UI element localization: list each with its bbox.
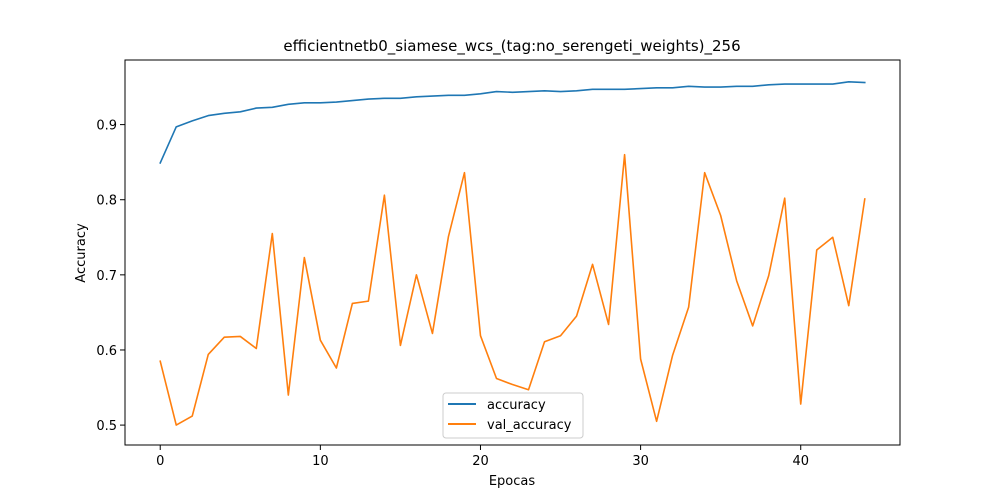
y-axis-ticks: 0.5 0.6 0.7 0.8 0.9 xyxy=(96,119,125,434)
series-line-accuracy xyxy=(159,80,866,164)
y-tick-label: 0.5 xyxy=(96,419,117,434)
legend: accuracy val_accuracy xyxy=(442,392,584,439)
legend-label-val-accuracy: val_accuracy xyxy=(487,418,572,433)
x-tick-label: 20 xyxy=(472,454,489,469)
y-tick-label: 0.7 xyxy=(96,269,117,284)
legend-label-accuracy: accuracy xyxy=(487,398,546,413)
y-tick-label: 0.8 xyxy=(96,194,117,209)
legend-box xyxy=(442,392,584,439)
chart-title: efficientnetb0_siamese_wcs_(tag:no_seren… xyxy=(283,37,740,56)
x-tick-label: 40 xyxy=(792,454,809,469)
x-tick-label: 30 xyxy=(632,454,649,469)
series-lines xyxy=(159,80,866,426)
x-tick-label: 0 xyxy=(156,454,164,469)
y-tick-label: 0.9 xyxy=(96,119,117,134)
y-tick-label: 0.6 xyxy=(96,344,117,359)
series-line-val-accuracy xyxy=(159,153,866,426)
plot-background xyxy=(125,60,900,445)
x-axis-label: Epocas xyxy=(489,474,536,489)
plot-frame xyxy=(124,59,901,446)
x-axis-ticks: 0 10 20 30 40 xyxy=(156,445,809,469)
x-tick-label: 10 xyxy=(312,454,329,469)
plot-area xyxy=(125,60,900,445)
y-axis-label: Accuracy xyxy=(74,223,89,283)
